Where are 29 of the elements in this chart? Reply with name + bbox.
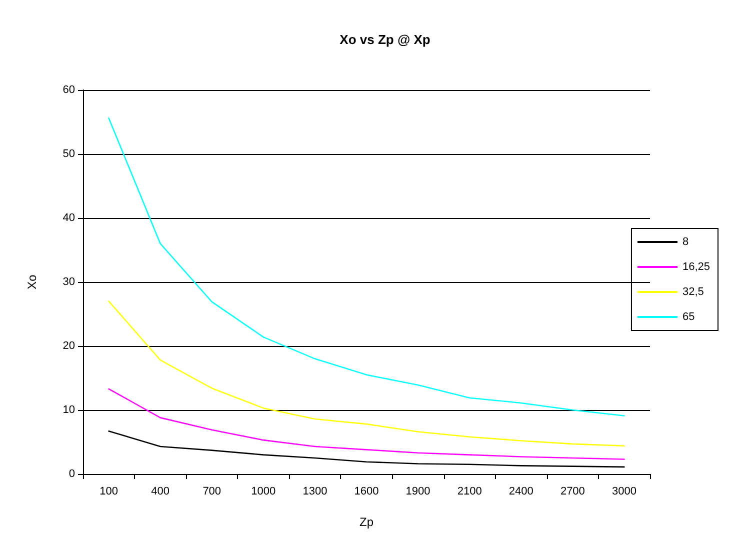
legend-label: 65 <box>682 311 695 323</box>
y-tick-label: 20 <box>62 340 75 352</box>
x-tick-label: 1900 <box>406 486 430 498</box>
x-axis-title: Zp <box>359 515 374 529</box>
x-tick-label: 1000 <box>251 486 276 498</box>
y-tick-label: 60 <box>62 84 75 96</box>
legend-label: 8 <box>682 236 689 248</box>
legend-label: 32,5 <box>682 286 704 298</box>
y-axis-title: Xo <box>25 274 39 290</box>
x-tick-label: 2400 <box>508 486 534 498</box>
x-tick-label: 400 <box>151 486 170 498</box>
x-tick-label: 700 <box>202 486 222 498</box>
x-tick-label: 2700 <box>560 486 585 498</box>
legend-label: 16,25 <box>682 261 710 273</box>
y-tick-label: 40 <box>62 212 75 224</box>
x-tick-label: 1300 <box>302 486 328 498</box>
x-tick-label: 1600 <box>354 486 379 498</box>
line-series <box>108 388 625 460</box>
x-tick-label: 100 <box>100 486 118 498</box>
y-tick-label: 30 <box>62 276 75 288</box>
line-series <box>108 118 625 416</box>
y-tick-label: 0 <box>68 468 75 480</box>
x-tick-label: 2100 <box>457 486 482 498</box>
line-series <box>108 300 625 446</box>
chart-title: Xo vs Zp @ Xp <box>340 32 430 47</box>
y-tick-label: 50 <box>62 148 75 160</box>
x-tick-label: 3000 <box>612 486 636 498</box>
y-tick-label: 10 <box>62 404 75 416</box>
line-series <box>108 430 625 468</box>
